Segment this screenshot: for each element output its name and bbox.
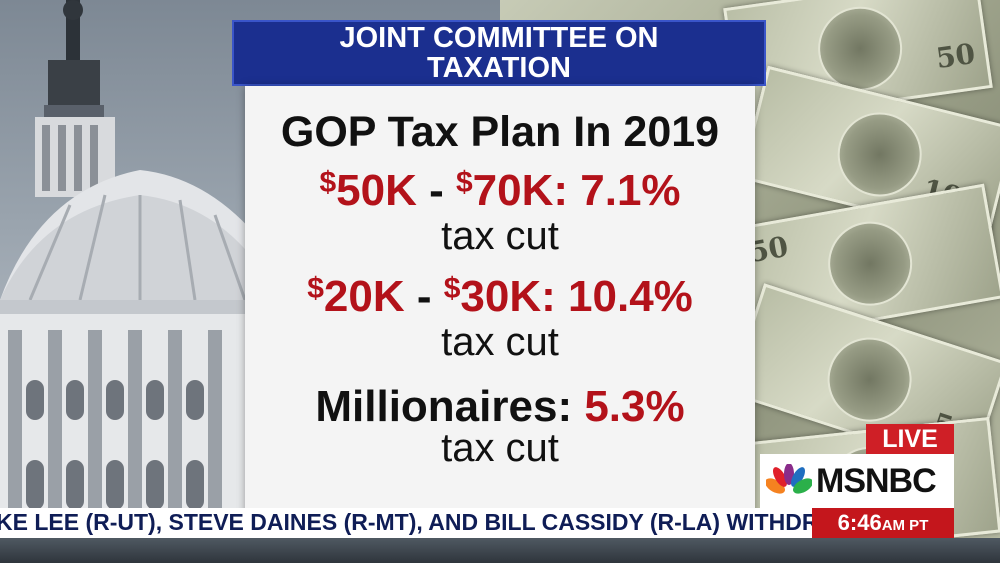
news-ticker: KE LEE (R-UT), STEVE DAINES (R-MT), AND … <box>0 508 812 538</box>
stat-sub: tax cut <box>441 426 559 470</box>
time-value: 6:46 <box>837 510 882 535</box>
range-dash: - <box>404 272 444 321</box>
header-line-2: TAXATION <box>427 52 571 84</box>
peacock-icon <box>766 464 812 495</box>
percent-value: 10.4% <box>555 272 693 321</box>
stat-sub: tax cut <box>441 214 559 258</box>
header-line-1: JOINT COMMITTEE ON <box>339 22 659 54</box>
dollar-sign: $ <box>307 272 324 305</box>
stat-line-millionaires: Millionaires: 5.3% <box>245 382 755 432</box>
range-low: 20K <box>323 272 405 321</box>
percent-value: 7.1% <box>568 166 681 215</box>
time-badge: 6:46AM PT <box>812 508 954 538</box>
info-panel: GOP Tax Plan In 2019 $50K - $70K: 7.1% t… <box>245 86 755 563</box>
range-high: 30K: <box>460 272 556 321</box>
dollar-sign: $ <box>319 166 337 199</box>
stat-line-50k-70k: $50K - $70K: 7.1% <box>245 166 755 216</box>
ticker-text: KE LEE (R-UT), STEVE DAINES (R-MT), AND … <box>0 509 812 535</box>
network-name: MSNBC <box>816 461 937 500</box>
header-banner: JOINT COMMITTEE ON TAXATION <box>232 20 766 86</box>
live-badge: LIVE <box>866 424 954 454</box>
dollar-sign: $ <box>455 166 473 199</box>
dollar-sign: $ <box>443 272 461 305</box>
percent-value: 5.3% <box>572 382 685 431</box>
range-high: 70K: <box>472 166 569 215</box>
panel-title: GOP Tax Plan In 2019 <box>280 108 720 156</box>
bottom-bar <box>0 538 1000 563</box>
stat-line-20k-30k: $20K - $30K: 10.4% <box>245 272 755 322</box>
time-zone: AM PT <box>881 517 929 534</box>
network-logo: MSNBC <box>760 454 954 508</box>
millionaires-label: Millionaires: <box>315 382 573 431</box>
stat-sub: tax cut <box>441 320 559 364</box>
range-dash: - <box>416 166 456 215</box>
range-low: 50K <box>336 166 417 215</box>
